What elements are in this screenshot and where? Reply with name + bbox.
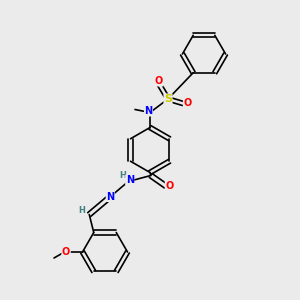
Text: S: S bbox=[164, 94, 172, 104]
Text: N: N bbox=[106, 191, 114, 202]
Text: O: O bbox=[165, 181, 173, 191]
Text: O: O bbox=[62, 247, 70, 257]
Text: H: H bbox=[78, 206, 85, 214]
Text: O: O bbox=[155, 76, 163, 86]
Text: O: O bbox=[183, 98, 192, 109]
Text: H: H bbox=[119, 171, 126, 180]
Text: N: N bbox=[144, 106, 153, 116]
Text: N: N bbox=[126, 175, 134, 185]
